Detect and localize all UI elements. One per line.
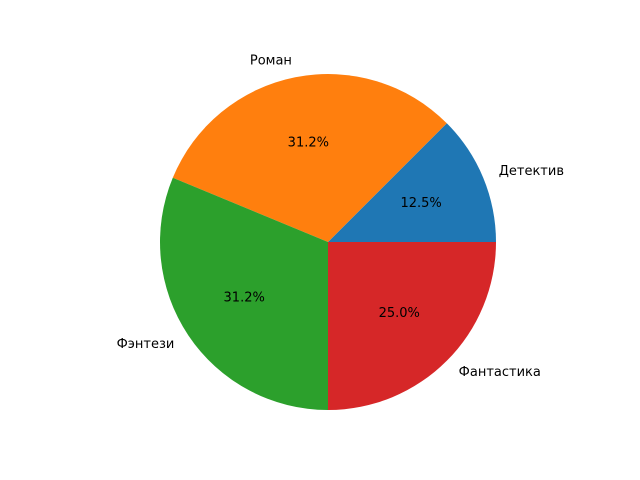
slice-percent-2: 31.2% [288, 136, 329, 151]
pie-labels: Детектив 12.5% Роман 31.2% Фэнтези 31.2% Фанта… [117, 53, 564, 380]
slice-label-2: Роман [250, 53, 292, 68]
pie-slice-1 [328, 123, 496, 242]
pie-slice-2 [172, 74, 447, 242]
slice-label-4: Фантастика [459, 365, 541, 380]
slice-percent-1: 12.5% [400, 196, 441, 211]
slice-percent-4: 25.0% [379, 306, 420, 321]
pie-slices [160, 74, 496, 410]
pie-slice-3 [160, 177, 328, 410]
slice-label-3: Фэнтези [117, 337, 175, 352]
pie-slice-4 [328, 242, 496, 410]
slice-label-1: Детектив [499, 164, 564, 179]
slice-percent-3: 31.2% [224, 291, 265, 306]
